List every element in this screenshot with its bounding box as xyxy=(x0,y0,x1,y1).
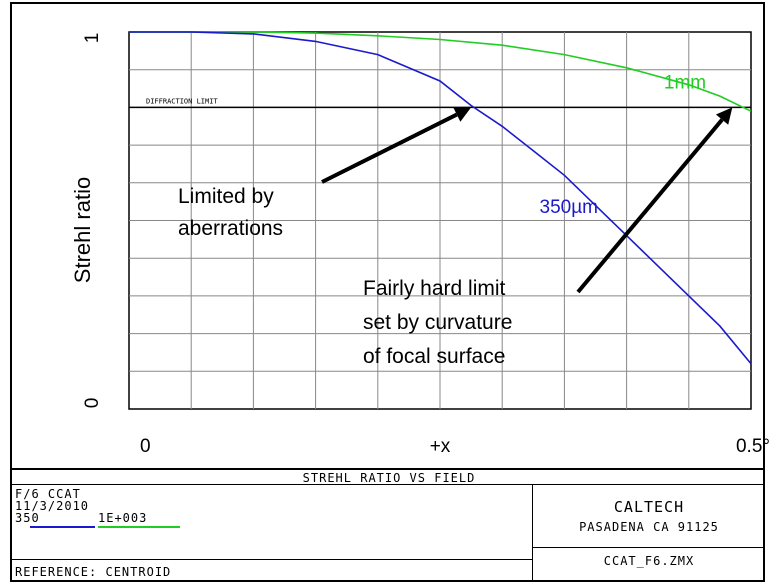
annotation-arrow-1 xyxy=(576,118,724,294)
footer-divider-top xyxy=(10,468,765,470)
series-line-1 xyxy=(129,31,752,365)
annotation-arrowhead-1 xyxy=(715,107,733,125)
footer-line-2: 11/3/2010 xyxy=(15,499,90,513)
x-tick-label: 0 xyxy=(140,436,151,457)
grid: DIFFRACTION LIMIT xyxy=(128,31,752,410)
footer-line-1: F/6 CCAT xyxy=(15,487,81,501)
diffraction-limit-label: DIFFRACTION LIMIT xyxy=(146,97,218,105)
x-tick-label: 0.5° xyxy=(736,436,770,457)
footer-address: PASADENA CA 91125 xyxy=(579,520,719,534)
footer-divider-file xyxy=(532,547,765,548)
y-tick-label: 0 xyxy=(82,398,103,409)
y-axis-label: Strehl ratio xyxy=(70,177,95,283)
chart-frame xyxy=(10,2,765,582)
annotation-arrowhead-0 xyxy=(453,107,472,122)
footer-divider-vertical xyxy=(532,484,533,582)
footer-title: STREHL RATIO VS FIELD xyxy=(302,471,476,485)
ticks: 0 +x 0.5° 0 1 xyxy=(82,33,770,457)
legend-label-350: 350 xyxy=(15,511,40,525)
series-layer: 1mm 350µm xyxy=(129,31,752,365)
y-tick-label: 1 xyxy=(82,33,103,44)
series-label-1: 350µm xyxy=(540,197,598,218)
footer-org: CALTECH xyxy=(613,498,685,516)
legend-swatch-350 xyxy=(30,526,95,528)
footer-reference: REFERENCE: CENTROID xyxy=(15,565,172,579)
series-line-0 xyxy=(129,31,752,112)
x-tick-label: +x xyxy=(430,436,451,457)
legend-swatch-1e003 xyxy=(98,526,180,528)
series-label-0: 1mm xyxy=(664,73,706,94)
annotation-text-0: Limited by aberrations xyxy=(178,185,283,240)
footer-divider-reference xyxy=(10,559,533,560)
footer-file: CCAT_F6.ZMX xyxy=(603,554,695,568)
annotation-arrow-0 xyxy=(321,112,458,184)
annotations: Limited by aberrations Fairly hard limit se… xyxy=(178,107,733,368)
footer-divider-title xyxy=(10,484,765,485)
legend-label-1e003: 1E+003 xyxy=(98,511,148,525)
annotation-text-1: Fairly hard limit set by curvature of foca… xyxy=(363,277,512,368)
